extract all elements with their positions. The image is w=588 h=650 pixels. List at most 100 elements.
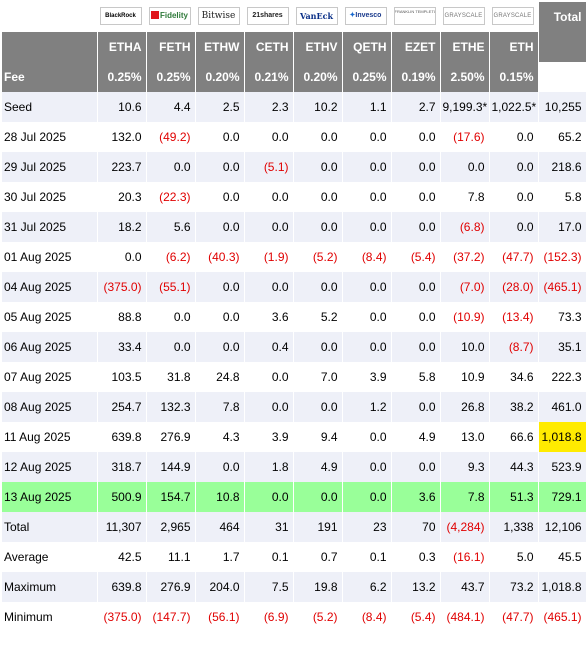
flow-cell: 42.5 [97, 542, 147, 572]
total-column-header: Total [538, 2, 587, 32]
table-row: Average 42.5 11.1 1.7 0.1 0.7 0.1 0.3 (16.1) 5.0 4… [2, 542, 587, 572]
flow-cell: 0.0 [342, 152, 392, 182]
flow-cell: 0.0 [195, 152, 245, 182]
grayscale-logo: GRAYSCALE [491, 6, 534, 25]
flow-cell: 0.0 [146, 302, 196, 332]
row-total-cell: (465.1) [538, 602, 587, 632]
flow-cell: 38.2 [489, 392, 539, 422]
row-total-cell: 12,106 [538, 512, 587, 542]
flow-cell: (1.9) [244, 242, 294, 272]
flow-cell: 7.5 [244, 572, 294, 602]
table-row: 05 Aug 2025 88.8 0.0 0.0 3.6 5.2 0.0 0.0 (10.9)(… [2, 302, 587, 332]
flow-cell: 2.3 [244, 92, 294, 122]
flow-cell: 0.0 [342, 272, 392, 302]
ticker-header: ETH [489, 32, 539, 62]
row-label: Seed [2, 92, 98, 122]
flow-cell: 3.6 [244, 302, 294, 332]
flow-cell: (7.0) [440, 272, 490, 302]
flow-cell: (375.0) [97, 602, 147, 632]
flow-cell: 144.9 [146, 452, 196, 482]
vaneck-logo: VanEck [295, 6, 338, 25]
blackrock-logo: BlackRock [99, 6, 142, 25]
flow-cell: 0.0 [342, 482, 392, 512]
flow-cell: 9.4 [293, 422, 343, 452]
flow-cell: 0.0 [489, 122, 539, 152]
flow-cell: 6.2 [342, 572, 392, 602]
flow-cell: 0.0 [195, 212, 245, 242]
flow-cell: 0.0 [391, 212, 441, 242]
flow-cell: (17.6) [440, 122, 490, 152]
row-total-cell: 65.2 [538, 122, 587, 152]
flow-cell: 0.0 [489, 152, 539, 182]
flow-cell: 0.0 [293, 152, 343, 182]
row-total-cell: 5.8 [538, 182, 587, 212]
flow-cell: 254.7 [97, 392, 147, 422]
ticker-header: CETH [244, 32, 294, 62]
flow-cell: 44.3 [489, 452, 539, 482]
flow-cell: 0.0 [489, 212, 539, 242]
flow-cell: (28.0) [489, 272, 539, 302]
flow-cell: 0.0 [293, 212, 343, 242]
flow-cell: (22.3) [146, 182, 196, 212]
flow-cell: (55.1) [146, 272, 196, 302]
row-total-cell: 35.1 [538, 332, 587, 362]
row-label: Total [2, 512, 98, 542]
row-label: 01 Aug 2025 [2, 242, 98, 272]
flow-cell: 31.8 [146, 362, 196, 392]
flow-cell: 0.0 [391, 332, 441, 362]
flow-cell: 10.2 [293, 92, 343, 122]
table-row: 04 Aug 2025 (375.0) (55.1) 0.0 0.0 0.0 0.0 0.0(… [2, 272, 587, 302]
table-row: 29 Jul 2025 223.7 0.0 0.0 (5.1) 0.0 0.0 0.0 0.0 0… [2, 152, 587, 182]
flow-cell: 2.5 [195, 92, 245, 122]
row-total-cell: (465.1) [538, 272, 587, 302]
eth-etf-flows-table: BlackRock Fidelity Bitwise 21shares VanE… [2, 2, 587, 632]
grayscale-logo: GRAYSCALE [442, 6, 485, 25]
flow-cell: 11,307 [97, 512, 147, 542]
flow-cell: 0.0 [244, 392, 294, 422]
row-label: 28 Jul 2025 [2, 122, 98, 152]
flow-cell: (5.1) [244, 152, 294, 182]
fee-label: Fee [2, 62, 98, 92]
flow-cell: 0.0 [342, 122, 392, 152]
flow-cell: 66.6 [489, 422, 539, 452]
flow-cell: 0.0 [244, 272, 294, 302]
issuer-cell: GRAYSCALE [440, 2, 490, 32]
fee-cell: 0.25% [146, 62, 196, 92]
flow-cell: 0.3 [391, 542, 441, 572]
row-total-cell: 222.3 [538, 362, 587, 392]
corner-cell [2, 2, 98, 32]
issuer-cell: Fidelity [146, 2, 196, 32]
row-label: Minimum [2, 602, 98, 632]
flow-cell: 639.8 [97, 422, 147, 452]
flow-cell: 18.2 [97, 212, 147, 242]
fee-cell: 0.25% [97, 62, 147, 92]
flow-cell: (5.4) [391, 602, 441, 632]
flow-cell: 318.7 [97, 452, 147, 482]
flow-cell: 3.6 [391, 482, 441, 512]
table-row: Maximum 639.8 276.9 204.0 7.5 19.8 6.2 13.2 43.7… [2, 572, 587, 602]
row-total-cell: 73.3 [538, 302, 587, 332]
flow-cell: 0.0 [293, 122, 343, 152]
flow-cell: 2.7 [391, 92, 441, 122]
table-row: 28 Jul 2025 132.0 (49.2) 0.0 0.0 0.0 0.0 0.0 (17… [2, 122, 587, 152]
ticker-row-label [2, 32, 98, 62]
flow-cell: 0.0 [342, 452, 392, 482]
flow-cell: 1.8 [244, 452, 294, 482]
flow-cell: 0.0 [293, 272, 343, 302]
flow-cell: (49.2) [146, 122, 196, 152]
flow-cell: 0.0 [97, 242, 147, 272]
ticker-header: ETHV [293, 32, 343, 62]
flow-cell: 132.3 [146, 392, 196, 422]
flow-cell: (5.2) [293, 602, 343, 632]
row-total-cell: 45.5 [538, 542, 587, 572]
flow-cell: 43.7 [440, 572, 490, 602]
row-label: 12 Aug 2025 [2, 452, 98, 482]
flow-cell: (5.2) [293, 242, 343, 272]
flow-cell: 13.2 [391, 572, 441, 602]
flow-cell: (47.7) [489, 242, 539, 272]
flow-cell: 5.0 [489, 542, 539, 572]
row-total-cell: 523.9 [538, 452, 587, 482]
flow-cell: 0.0 [146, 332, 196, 362]
flow-cell: 1.1 [342, 92, 392, 122]
row-label: 30 Jul 2025 [2, 182, 98, 212]
